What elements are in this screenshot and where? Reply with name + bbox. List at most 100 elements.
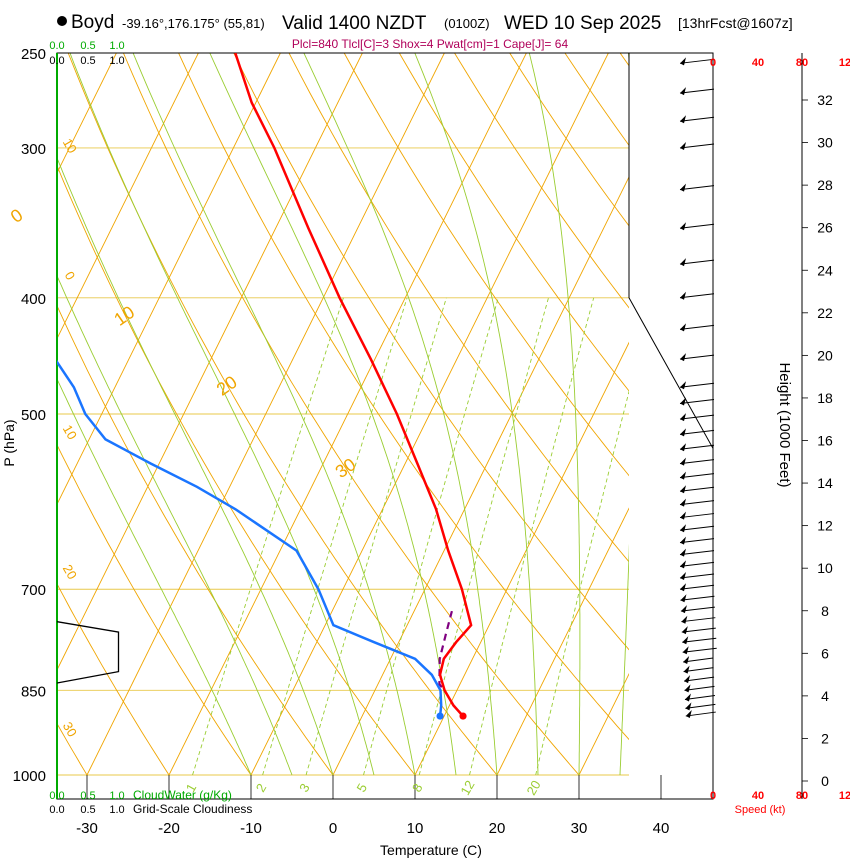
wind-barb (679, 524, 715, 533)
wind-barb-flag (680, 536, 686, 545)
wind-barb-staff (683, 676, 715, 682)
x-tick-label: -10 (240, 820, 262, 837)
wind-barb-staff (685, 703, 716, 709)
wind-barb-flag (680, 583, 686, 592)
wind-barb-staff (679, 486, 715, 492)
height-tick-label: 8 (821, 603, 829, 619)
wind-barb-flag (680, 57, 686, 66)
wind-barb-staff (685, 711, 716, 717)
wind-barb-flag (680, 457, 686, 466)
x-tick-label: 30 (571, 820, 588, 837)
moist-adiabat-line (303, 53, 498, 776)
stability-indices: Plcl=840 Tlcl[C]=3 Shox=4 Pwat[cm]=1 Cap… (292, 37, 569, 51)
wind-barb (685, 702, 716, 711)
wind-barb-flag (680, 291, 686, 300)
mixing-ratio-label: 3 (296, 781, 313, 795)
wind-barb-flag (684, 675, 691, 684)
wind-barb (679, 222, 715, 231)
wind-barb-flag (681, 615, 688, 624)
station-location: -39.16°,176.175° (55,81) (122, 16, 265, 31)
wind-barb (679, 141, 715, 150)
wind-barb-flag (680, 115, 686, 124)
wind-barb (679, 183, 715, 192)
height-tick-label: 4 (821, 688, 829, 704)
wind-barb-flag (680, 323, 686, 332)
dry-adiabat-label: 20 (213, 372, 241, 400)
wind-barb-flag (680, 511, 686, 520)
isotherm-line (661, 53, 850, 775)
isotherm-label: 0 (62, 269, 79, 283)
surface-temperature-marker (459, 712, 467, 720)
wind-barb (683, 675, 715, 684)
wind-barb-staff (679, 398, 715, 404)
wind-barb-flag (680, 605, 687, 614)
wind-barb-flag (683, 656, 690, 665)
wind-barb (681, 626, 716, 635)
wind-barb (684, 693, 716, 702)
wind-barb (679, 548, 715, 557)
isotherm-line (86, 53, 445, 776)
height-tick-label: 10 (817, 560, 833, 576)
pressure-tick-label: 700 (21, 582, 46, 599)
wind-barb-staff (683, 657, 714, 663)
pressure-tick-label: 500 (21, 407, 46, 424)
cloudwater-scale-bottom: 1.0 (109, 790, 124, 802)
wind-barb-staff (679, 58, 715, 64)
wind-barb-staff (679, 185, 715, 191)
moist-adiabat-line (209, 53, 457, 776)
wind-barb-staff (679, 573, 715, 579)
wind-barb-staff (680, 606, 715, 612)
wind-barb (680, 605, 715, 614)
wind-barb-staff (679, 550, 715, 556)
wind-barb-staff (679, 324, 715, 330)
wind-barb-staff (682, 637, 717, 643)
dry-adiabat-line (122, 53, 580, 776)
wind-barb-flag (680, 471, 686, 480)
dry-adiabat-line (57, 582, 170, 776)
isotherm-line (168, 53, 527, 776)
dry-adiabat-label: 30 (332, 454, 360, 482)
wind-barb-flag (680, 485, 686, 494)
moist-adiabat-line (57, 156, 334, 776)
valid-date: WED 10 Sep 2025 (504, 13, 661, 34)
wind-barb-flag (680, 524, 686, 533)
moist-adiabat-line (132, 53, 416, 776)
cloudiness-scale-top: 0.5 (80, 55, 95, 67)
wind-barb (682, 636, 717, 645)
wind-barb-staff (680, 595, 715, 601)
moist-adiabat-line (414, 53, 539, 776)
wind-barb-flag (680, 397, 686, 406)
height-tick-label: 12 (817, 518, 833, 534)
speed-tick-top: 80 (796, 57, 808, 69)
wind-barb-staff (679, 354, 715, 360)
mixing-ratio-label: 8 (409, 781, 426, 795)
wind-barb-flag (680, 222, 686, 231)
isotherm-label: 30 (60, 719, 80, 739)
wind-barb-flag (680, 560, 686, 569)
height-tick-label: 6 (821, 645, 829, 661)
wind-barb (679, 511, 715, 520)
wind-barb (679, 381, 715, 390)
wind-barb-staff (679, 584, 715, 590)
wind-panel-boundary (628, 53, 713, 450)
isotherm-line (57, 53, 199, 340)
wind-barb (679, 87, 715, 96)
dry-adiabat-label: 10 (110, 302, 138, 330)
wind-barb-flag (682, 636, 689, 645)
station-marker-icon (57, 16, 67, 26)
wind-barb-staff (679, 143, 715, 149)
wind-barb-staff (684, 694, 716, 700)
x-axis-label: Temperature (C) (380, 842, 482, 858)
mixing-ratio-line (192, 297, 344, 776)
isotherm-line (57, 53, 363, 671)
wind-barb-staff (679, 259, 715, 265)
dry-adiabat-line (454, 53, 629, 309)
surface-dewpoint-marker (436, 712, 444, 720)
wind-barb (679, 583, 715, 592)
isotherm-line (332, 176, 629, 776)
moist-adiabat-line (661, 53, 709, 775)
wind-barb-flag (680, 498, 686, 507)
wind-barb-flag (680, 548, 686, 557)
speed-tick-bottom: 12 (839, 790, 850, 802)
